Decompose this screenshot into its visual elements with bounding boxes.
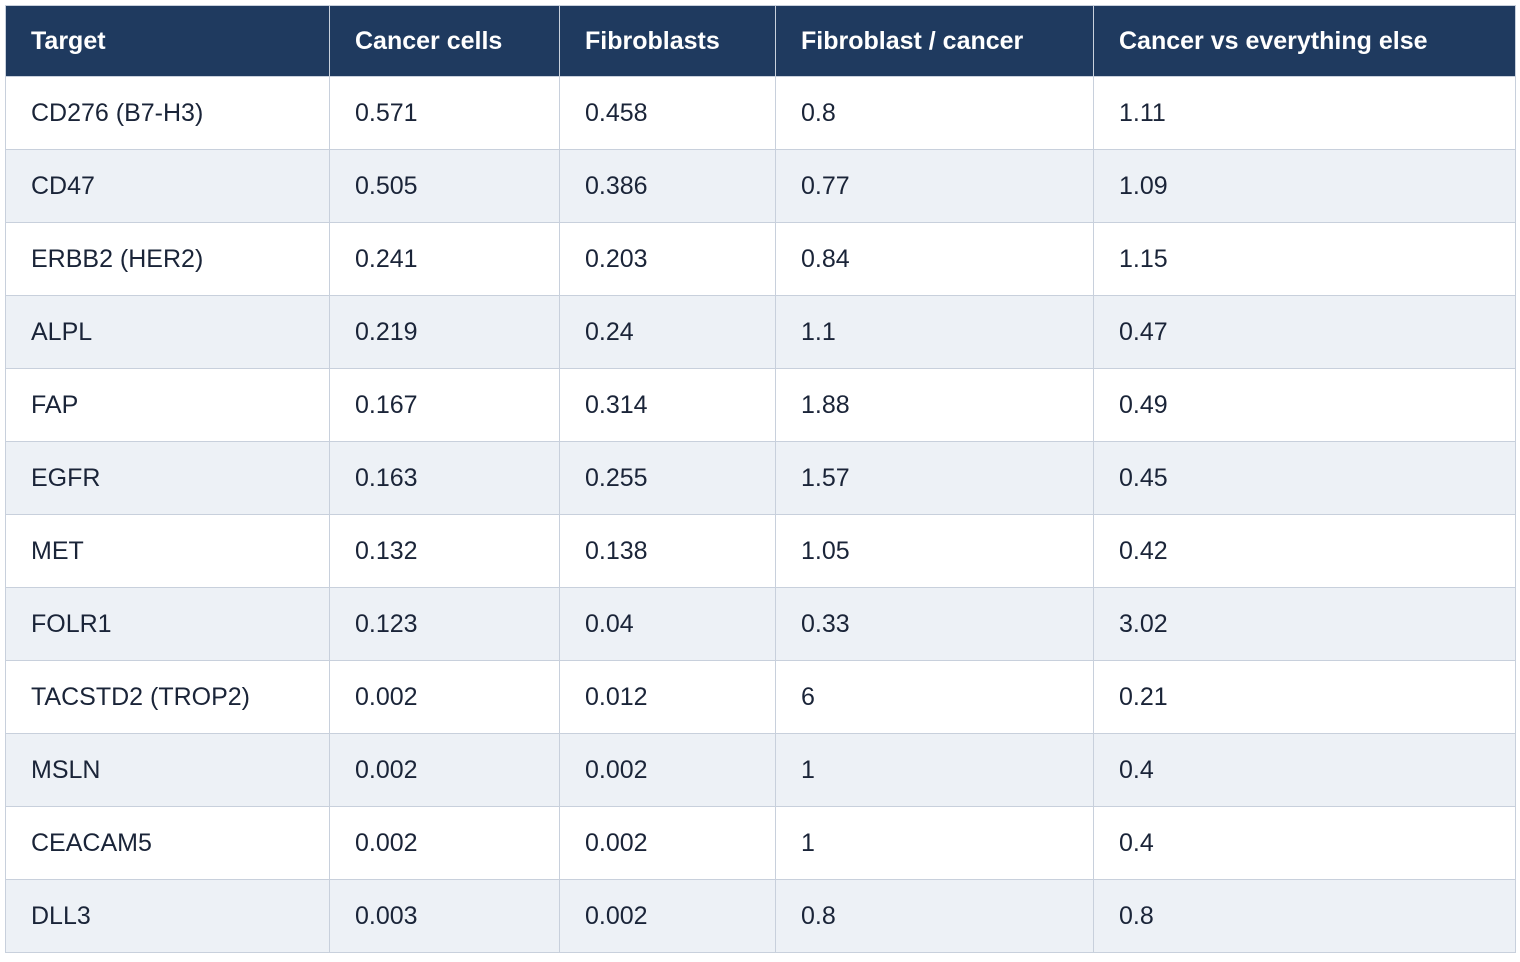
cell-target: FAP — [5, 368, 330, 442]
cell-cancer-vs-everything-else: 0.8 — [1093, 879, 1516, 953]
cell-fibroblasts: 0.138 — [559, 514, 776, 588]
cell-target: EGFR — [5, 441, 330, 515]
cell-target: MSLN — [5, 733, 330, 807]
cell-fibroblasts: 0.002 — [559, 879, 776, 953]
table-row: DLL3 0.003 0.002 0.8 0.8 — [5, 879, 1516, 953]
cell-fibroblasts: 0.314 — [559, 368, 776, 442]
cell-cancer-cells: 0.241 — [329, 222, 560, 296]
cell-cancer-cells: 0.219 — [329, 295, 560, 369]
cell-fibroblast-cancer-ratio: 0.8 — [775, 879, 1094, 953]
cell-fibroblasts: 0.002 — [559, 733, 776, 807]
cell-cancer-vs-everything-else: 0.4 — [1093, 733, 1516, 807]
cell-cancer-vs-everything-else: 0.21 — [1093, 660, 1516, 734]
column-header-fibroblasts: Fibroblasts — [559, 5, 776, 77]
cell-fibroblast-cancer-ratio: 1 — [775, 806, 1094, 880]
table-row: ERBB2 (HER2) 0.241 0.203 0.84 1.15 — [5, 222, 1516, 296]
table-row: TACSTD2 (TROP2) 0.002 0.012 6 0.21 — [5, 660, 1516, 734]
data-table-container: Target Cancer cells Fibroblasts Fibrobla… — [5, 5, 1516, 953]
cell-target: DLL3 — [5, 879, 330, 953]
cell-cancer-cells: 0.163 — [329, 441, 560, 515]
cell-target: CEACAM5 — [5, 806, 330, 880]
cell-cancer-vs-everything-else: 1.09 — [1093, 149, 1516, 223]
cell-fibroblasts: 0.386 — [559, 149, 776, 223]
cell-target: ALPL — [5, 295, 330, 369]
cell-cancer-vs-everything-else: 0.42 — [1093, 514, 1516, 588]
cell-cancer-cells: 0.003 — [329, 879, 560, 953]
cell-cancer-vs-everything-else: 1.11 — [1093, 76, 1516, 150]
cell-cancer-cells: 0.132 — [329, 514, 560, 588]
cell-cancer-cells: 0.123 — [329, 587, 560, 661]
cell-target: ERBB2 (HER2) — [5, 222, 330, 296]
table-header: Target Cancer cells Fibroblasts Fibrobla… — [5, 5, 1516, 77]
data-table: Target Cancer cells Fibroblasts Fibrobla… — [5, 5, 1516, 953]
cell-cancer-vs-everything-else: 0.4 — [1093, 806, 1516, 880]
cell-fibroblast-cancer-ratio: 1.57 — [775, 441, 1094, 515]
cell-cancer-vs-everything-else: 0.45 — [1093, 441, 1516, 515]
cell-cancer-vs-everything-else: 1.15 — [1093, 222, 1516, 296]
cell-fibroblast-cancer-ratio: 0.77 — [775, 149, 1094, 223]
cell-fibroblast-cancer-ratio: 0.33 — [775, 587, 1094, 661]
cell-fibroblasts: 0.255 — [559, 441, 776, 515]
cell-fibroblast-cancer-ratio: 1.05 — [775, 514, 1094, 588]
cell-fibroblast-cancer-ratio: 6 — [775, 660, 1094, 734]
cell-fibroblast-cancer-ratio: 1 — [775, 733, 1094, 807]
cell-fibroblasts: 0.203 — [559, 222, 776, 296]
cell-target: CD47 — [5, 149, 330, 223]
cell-cancer-cells: 0.002 — [329, 733, 560, 807]
cell-cancer-cells: 0.002 — [329, 806, 560, 880]
cell-fibroblast-cancer-ratio: 0.8 — [775, 76, 1094, 150]
cell-cancer-vs-everything-else: 0.47 — [1093, 295, 1516, 369]
cell-fibroblasts: 0.012 — [559, 660, 776, 734]
cell-cancer-cells: 0.002 — [329, 660, 560, 734]
table-row: CD47 0.505 0.386 0.77 1.09 — [5, 149, 1516, 223]
column-header-cancer-cells: Cancer cells — [329, 5, 560, 77]
cell-target: CD276 (B7-H3) — [5, 76, 330, 150]
table-body: CD276 (B7-H3) 0.571 0.458 0.8 1.11 CD47 0.505 0… — [5, 76, 1516, 953]
column-header-fibroblast-cancer-ratio: Fibroblast / cancer — [775, 5, 1094, 77]
table-row: EGFR 0.163 0.255 1.57 0.45 — [5, 441, 1516, 515]
cell-fibroblast-cancer-ratio: 1.1 — [775, 295, 1094, 369]
cell-fibroblasts: 0.458 — [559, 76, 776, 150]
column-header-target: Target — [5, 5, 330, 77]
cell-fibroblast-cancer-ratio: 0.84 — [775, 222, 1094, 296]
cell-cancer-cells: 0.505 — [329, 149, 560, 223]
cell-cancer-cells: 0.571 — [329, 76, 560, 150]
table-row: FAP 0.167 0.314 1.88 0.49 — [5, 368, 1516, 442]
cell-target: FOLR1 — [5, 587, 330, 661]
cell-fibroblasts: 0.24 — [559, 295, 776, 369]
cell-cancer-cells: 0.167 — [329, 368, 560, 442]
cell-fibroblasts: 0.04 — [559, 587, 776, 661]
table-row: CEACAM5 0.002 0.002 1 0.4 — [5, 806, 1516, 880]
column-header-cancer-vs-everything-else: Cancer vs everything else — [1093, 5, 1516, 77]
cell-target: TACSTD2 (TROP2) — [5, 660, 330, 734]
cell-fibroblasts: 0.002 — [559, 806, 776, 880]
cell-fibroblast-cancer-ratio: 1.88 — [775, 368, 1094, 442]
table-row: MET 0.132 0.138 1.05 0.42 — [5, 514, 1516, 588]
cell-cancer-vs-everything-else: 0.49 — [1093, 368, 1516, 442]
table-row: FOLR1 0.123 0.04 0.33 3.02 — [5, 587, 1516, 661]
table-row: MSLN 0.002 0.002 1 0.4 — [5, 733, 1516, 807]
table-row: ALPL 0.219 0.24 1.1 0.47 — [5, 295, 1516, 369]
header-row: Target Cancer cells Fibroblasts Fibrobla… — [5, 5, 1516, 77]
cell-cancer-vs-everything-else: 3.02 — [1093, 587, 1516, 661]
cell-target: MET — [5, 514, 330, 588]
table-row: CD276 (B7-H3) 0.571 0.458 0.8 1.11 — [5, 76, 1516, 150]
